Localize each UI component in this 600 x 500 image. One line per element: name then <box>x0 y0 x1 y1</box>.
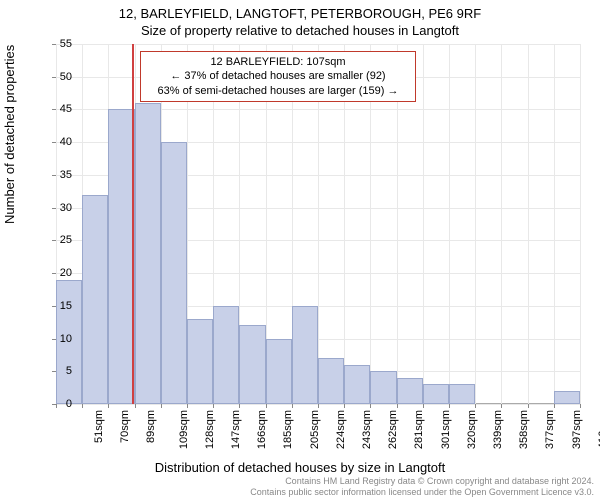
footer-line2: Contains public sector information licen… <box>250 487 594 498</box>
histogram-bar <box>135 103 161 404</box>
annotation-line3: 63% of semi-detached houses are larger (… <box>147 84 409 98</box>
ytick-label: 55 <box>42 38 72 50</box>
histogram-bar <box>318 358 344 404</box>
xtick-mark <box>370 404 371 408</box>
histogram-bar <box>108 109 134 404</box>
xtick-label: 185sqm <box>283 410 295 449</box>
xtick-mark <box>213 404 214 408</box>
ytick-label: 45 <box>42 103 72 115</box>
footer-attribution: Contains HM Land Registry data © Crown c… <box>250 476 594 499</box>
xtick-label: 320sqm <box>466 410 478 449</box>
xtick-label: 281sqm <box>414 410 426 449</box>
histogram-bar <box>266 339 292 404</box>
gridline-v <box>423 44 424 404</box>
xtick-label: 70sqm <box>119 410 131 443</box>
ytick-label: 5 <box>42 365 72 377</box>
xtick-label: 109sqm <box>178 410 190 449</box>
chart-title-line1: 12, BARLEYFIELD, LANGTOFT, PETERBOROUGH,… <box>0 0 600 21</box>
xtick-label: 147sqm <box>230 410 242 449</box>
histogram-bar <box>239 325 265 404</box>
histogram-bar <box>344 365 370 404</box>
ytick-label: 15 <box>42 300 72 312</box>
ytick-label: 30 <box>42 202 72 214</box>
gridline-v <box>501 44 502 404</box>
footer-line1: Contains HM Land Registry data © Crown c… <box>250 476 594 487</box>
ytick-label: 25 <box>42 234 72 246</box>
histogram-bar <box>397 378 423 404</box>
xtick-mark <box>344 404 345 408</box>
xtick-label: 397sqm <box>571 410 583 449</box>
xtick-mark <box>397 404 398 408</box>
gridline-v <box>554 44 555 404</box>
xtick-mark <box>501 404 502 408</box>
xtick-label: 262sqm <box>387 410 399 449</box>
xtick-mark <box>423 404 424 408</box>
xtick-label: 166sqm <box>256 410 268 449</box>
annotation-line2: ← 37% of detached houses are smaller (92… <box>147 69 409 83</box>
xtick-label: 89sqm <box>145 410 157 443</box>
histogram-bar <box>161 142 187 404</box>
gridline-v <box>580 44 581 404</box>
x-axis-label: Distribution of detached houses by size … <box>0 460 600 475</box>
xtick-label: 243sqm <box>361 410 373 449</box>
histogram-bar <box>82 195 108 404</box>
gridline-v <box>528 44 529 404</box>
chart-title-line2: Size of property relative to detached ho… <box>0 21 600 38</box>
xtick-mark <box>528 404 529 408</box>
xtick-mark <box>475 404 476 408</box>
histogram-bar <box>187 319 213 404</box>
xtick-label: 339sqm <box>492 410 504 449</box>
xtick-label: 51sqm <box>93 410 105 443</box>
xtick-label: 377sqm <box>545 410 557 449</box>
histogram-bar <box>423 384 449 404</box>
xtick-label: 128sqm <box>204 410 216 449</box>
histogram-bar <box>449 384 475 404</box>
ytick-label: 35 <box>42 169 72 181</box>
xtick-label: 224sqm <box>335 410 347 449</box>
xtick-mark <box>135 404 136 408</box>
xtick-mark <box>580 404 581 408</box>
xtick-mark <box>239 404 240 408</box>
property-marker-line <box>132 44 134 404</box>
ytick-label: 0 <box>42 398 72 410</box>
y-axis-label: Number of detached properties <box>2 45 17 224</box>
histogram-bar <box>213 306 239 404</box>
xtick-mark <box>82 404 83 408</box>
annotation-line1: 12 BARLEYFIELD: 107sqm <box>147 55 409 69</box>
ytick-label: 40 <box>42 136 72 148</box>
xtick-label: 301sqm <box>440 410 452 449</box>
plot-area: 12 BARLEYFIELD: 107sqm ← 37% of detached… <box>56 44 580 404</box>
xtick-mark <box>108 404 109 408</box>
xtick-mark <box>318 404 319 408</box>
xtick-mark <box>161 404 162 408</box>
ytick-label: 20 <box>42 267 72 279</box>
xtick-label: 205sqm <box>309 410 321 449</box>
gridline-v <box>449 44 450 404</box>
annotation-box: 12 BARLEYFIELD: 107sqm ← 37% of detached… <box>140 51 416 102</box>
xtick-mark <box>554 404 555 408</box>
xtick-mark <box>187 404 188 408</box>
ytick-label: 50 <box>42 71 72 83</box>
xtick-mark <box>449 404 450 408</box>
histogram-bar <box>292 306 318 404</box>
xtick-mark <box>292 404 293 408</box>
ytick-label: 10 <box>42 333 72 345</box>
gridline-v <box>475 44 476 404</box>
histogram-bar <box>370 371 396 404</box>
histogram-bar <box>554 391 580 404</box>
xtick-mark <box>266 404 267 408</box>
xtick-label: 358sqm <box>518 410 530 449</box>
